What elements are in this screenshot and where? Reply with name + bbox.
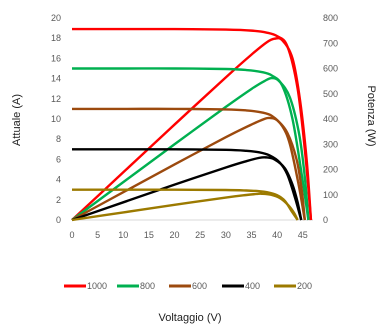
legend-label-600: 600	[192, 281, 207, 291]
x-tick-label: 40	[272, 230, 282, 240]
y-left-axis: 0 2 4 6 8 10 12 14 16 18 20	[51, 13, 61, 225]
y-right-tick-label: 500	[323, 89, 338, 99]
legend-label-200: 200	[297, 281, 312, 291]
y-right-tick-label: 700	[323, 38, 338, 48]
y-left-tick-label: 16	[51, 53, 61, 63]
x-tick-label: 0	[69, 230, 74, 240]
series-layer	[71, 27, 313, 222]
power-line-600	[71, 116, 306, 222]
y-left-tick-label: 4	[56, 175, 61, 185]
x-tick-label: 15	[144, 230, 154, 240]
power-line-200	[71, 192, 299, 222]
y-left-tick-label: 10	[51, 114, 61, 124]
current-line-1000	[72, 27, 313, 221]
y-left-tick-label: 18	[51, 33, 61, 43]
y-left-axis-title: Attuale (A)	[11, 94, 23, 146]
x-tick-label: 20	[170, 230, 180, 240]
y-left-tick-label: 6	[56, 154, 61, 164]
legend-label-400: 400	[245, 281, 260, 291]
y-right-axis-title: Potenza (W)	[365, 85, 377, 146]
y-right-axis: 0 100 200 300 400 500 600 700 800	[323, 13, 338, 225]
y-right-tick-label: 400	[323, 114, 338, 124]
x-tick-label: 5	[95, 230, 100, 240]
y-right-tick-label: 0	[323, 215, 328, 225]
y-right-tick-label: 300	[323, 139, 338, 149]
legend-label-800: 800	[140, 281, 155, 291]
y-left-tick-label: 20	[51, 13, 61, 23]
y-left-tick-label: 8	[56, 134, 61, 144]
y-right-tick-label: 100	[323, 190, 338, 200]
x-axis-title: Voltaggio (V)	[159, 312, 222, 324]
current-line-600	[72, 107, 306, 221]
y-left-tick-label: 2	[56, 195, 61, 205]
y-right-tick-label: 800	[323, 13, 338, 23]
y-right-tick-label: 600	[323, 64, 338, 74]
x-axis: 0 5 10 15 20 25 30 35 40 45	[69, 219, 313, 240]
legend-label-1000: 1000	[87, 281, 107, 291]
y-right-tick-label: 200	[323, 165, 338, 175]
y-left-tick-label: 0	[56, 215, 61, 225]
y-left-tick-label: 12	[51, 94, 61, 104]
x-tick-label: 10	[118, 230, 128, 240]
power-line-1000	[71, 36, 313, 221]
legend: 1000 800 600 400 200	[64, 281, 312, 291]
current-line-800	[71, 67, 310, 221]
x-tick-label: 35	[246, 230, 256, 240]
x-tick-label: 45	[298, 230, 308, 240]
power-line-800	[71, 76, 310, 221]
x-tick-label: 25	[195, 230, 205, 240]
x-tick-label: 30	[221, 230, 231, 240]
y-left-tick-label: 14	[51, 74, 61, 84]
power-line-400	[71, 156, 303, 222]
